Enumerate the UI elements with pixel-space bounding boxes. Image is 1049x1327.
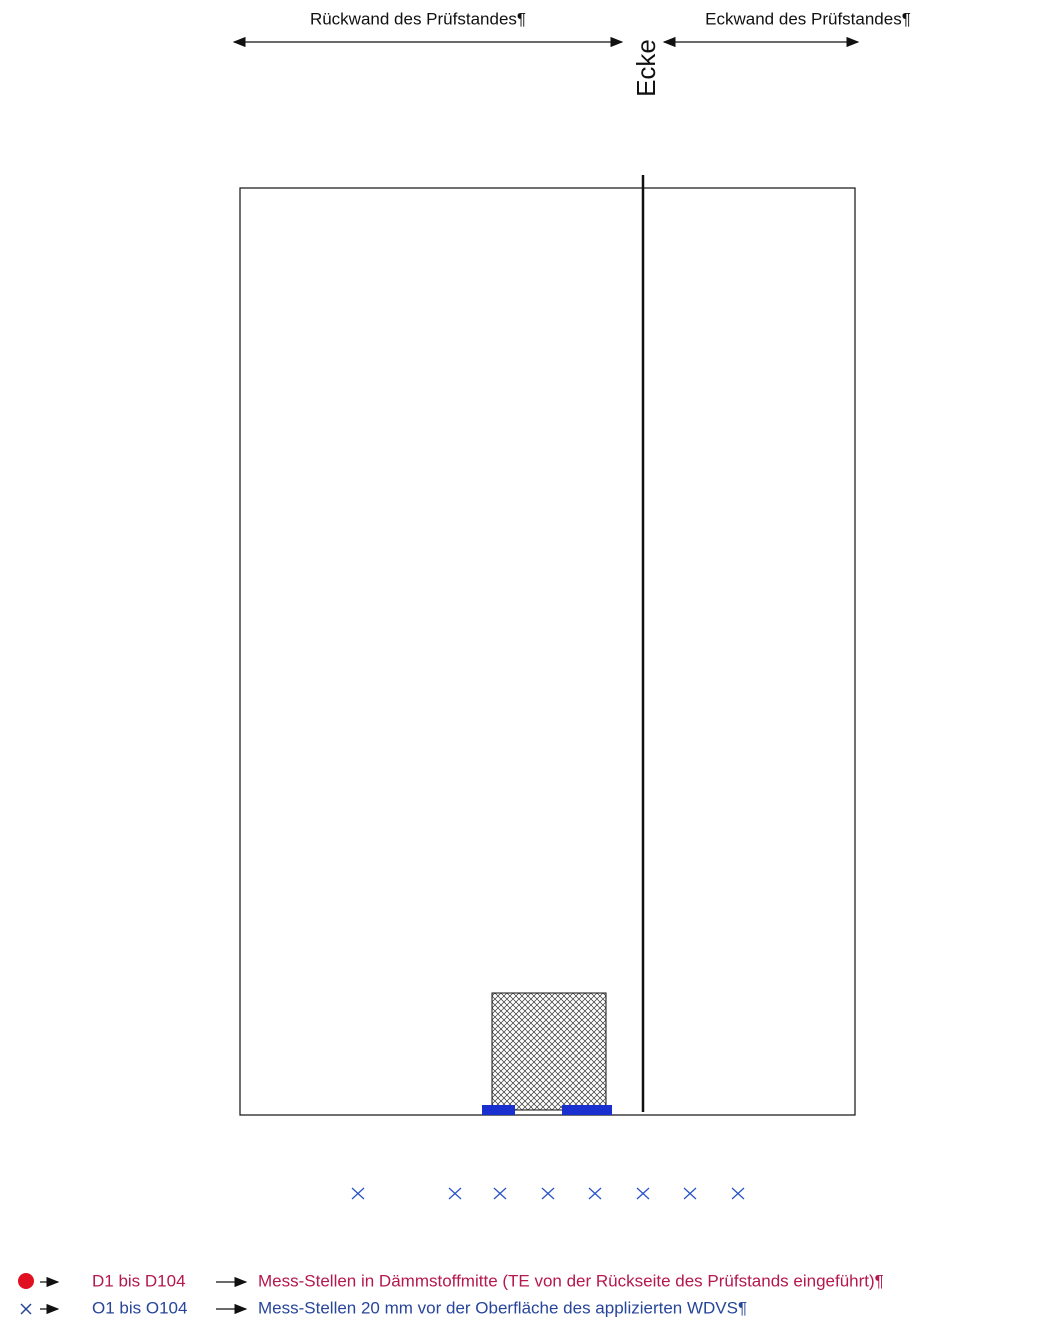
cross-stroke bbox=[731, 1187, 745, 1200]
grid bbox=[351, 1187, 745, 1200]
corner-wall-label: Eckwand des Prüfstandes¶ bbox=[705, 9, 911, 28]
probe-cross bbox=[448, 1187, 462, 1200]
lintel-bar bbox=[482, 1105, 515, 1115]
test-wall bbox=[239, 187, 856, 1116]
corner-label: Ecke bbox=[631, 39, 661, 97]
legend-dot bbox=[18, 1273, 34, 1289]
cross-stroke bbox=[588, 1187, 602, 1200]
cross-stroke bbox=[541, 1187, 555, 1200]
cross-stroke bbox=[351, 1187, 365, 1200]
legend-range: D1 bis D104 bbox=[92, 1271, 186, 1290]
probe-cross bbox=[683, 1187, 697, 1200]
legend-text: Mess-Stellen 20 mm vor der Oberfläche de… bbox=[258, 1298, 747, 1317]
cross-stroke bbox=[683, 1187, 697, 1200]
cross-stroke bbox=[448, 1187, 462, 1200]
cross-stroke bbox=[493, 1187, 507, 1200]
legend-cross bbox=[20, 1303, 32, 1315]
window-area bbox=[491, 992, 607, 1111]
probe-cross bbox=[541, 1187, 555, 1200]
legend-text: Mess-Stellen in Dämmstoffmitte (TE von d… bbox=[258, 1271, 884, 1290]
probe-cross bbox=[731, 1187, 745, 1200]
probe-cross bbox=[351, 1187, 365, 1200]
back-wall-label: Rückwand des Prüfstandes¶ bbox=[310, 9, 526, 28]
probe-cross bbox=[636, 1187, 650, 1200]
cross-stroke bbox=[636, 1187, 650, 1200]
probe-cross bbox=[493, 1187, 507, 1200]
lintel-bar bbox=[562, 1105, 612, 1115]
probe-cross bbox=[588, 1187, 602, 1200]
legend-range: O1 bis O104 bbox=[92, 1298, 187, 1317]
